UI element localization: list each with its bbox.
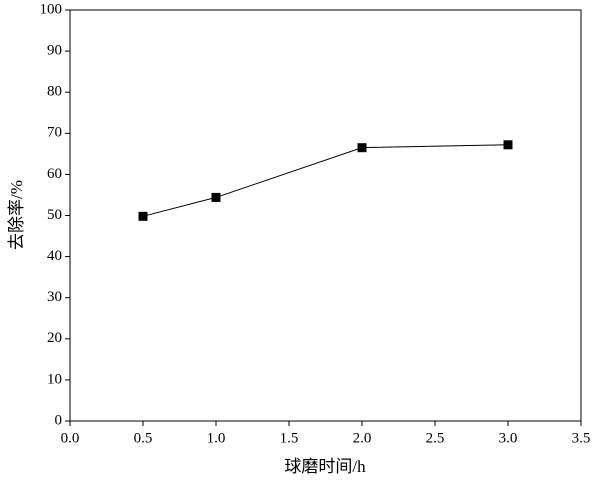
x-tick-label: 3.0 bbox=[499, 430, 518, 446]
y-tick-label: 70 bbox=[47, 125, 62, 141]
y-tick-label: 20 bbox=[47, 330, 62, 346]
x-axis-title: 球磨时间/h bbox=[284, 457, 366, 476]
marker bbox=[211, 192, 221, 202]
marker bbox=[357, 143, 367, 153]
x-tick-label: 0.5 bbox=[134, 430, 153, 446]
x-tick-label: 2.0 bbox=[353, 430, 372, 446]
y-axis-title: 去除率/% bbox=[7, 180, 26, 250]
y-tick-label: 90 bbox=[47, 43, 62, 59]
x-tick-label: 2.5 bbox=[426, 430, 445, 446]
y-tick-label: 100 bbox=[40, 1, 63, 17]
y-tick-label: 80 bbox=[47, 84, 62, 100]
y-tick-label: 10 bbox=[47, 371, 62, 387]
marker bbox=[503, 140, 513, 150]
y-tick-label: 30 bbox=[47, 289, 62, 305]
marker bbox=[138, 211, 148, 221]
y-tick-label: 60 bbox=[47, 166, 62, 182]
y-tick-label: 50 bbox=[47, 207, 62, 223]
y-tick-label: 40 bbox=[47, 248, 62, 264]
x-tick-label: 0.0 bbox=[61, 430, 80, 446]
x-tick-label: 3.5 bbox=[572, 430, 591, 446]
series-line bbox=[142, 144, 509, 217]
x-tick-label: 1.0 bbox=[207, 430, 226, 446]
x-tick-label: 1.5 bbox=[280, 430, 299, 446]
y-tick-label: 0 bbox=[55, 412, 63, 428]
